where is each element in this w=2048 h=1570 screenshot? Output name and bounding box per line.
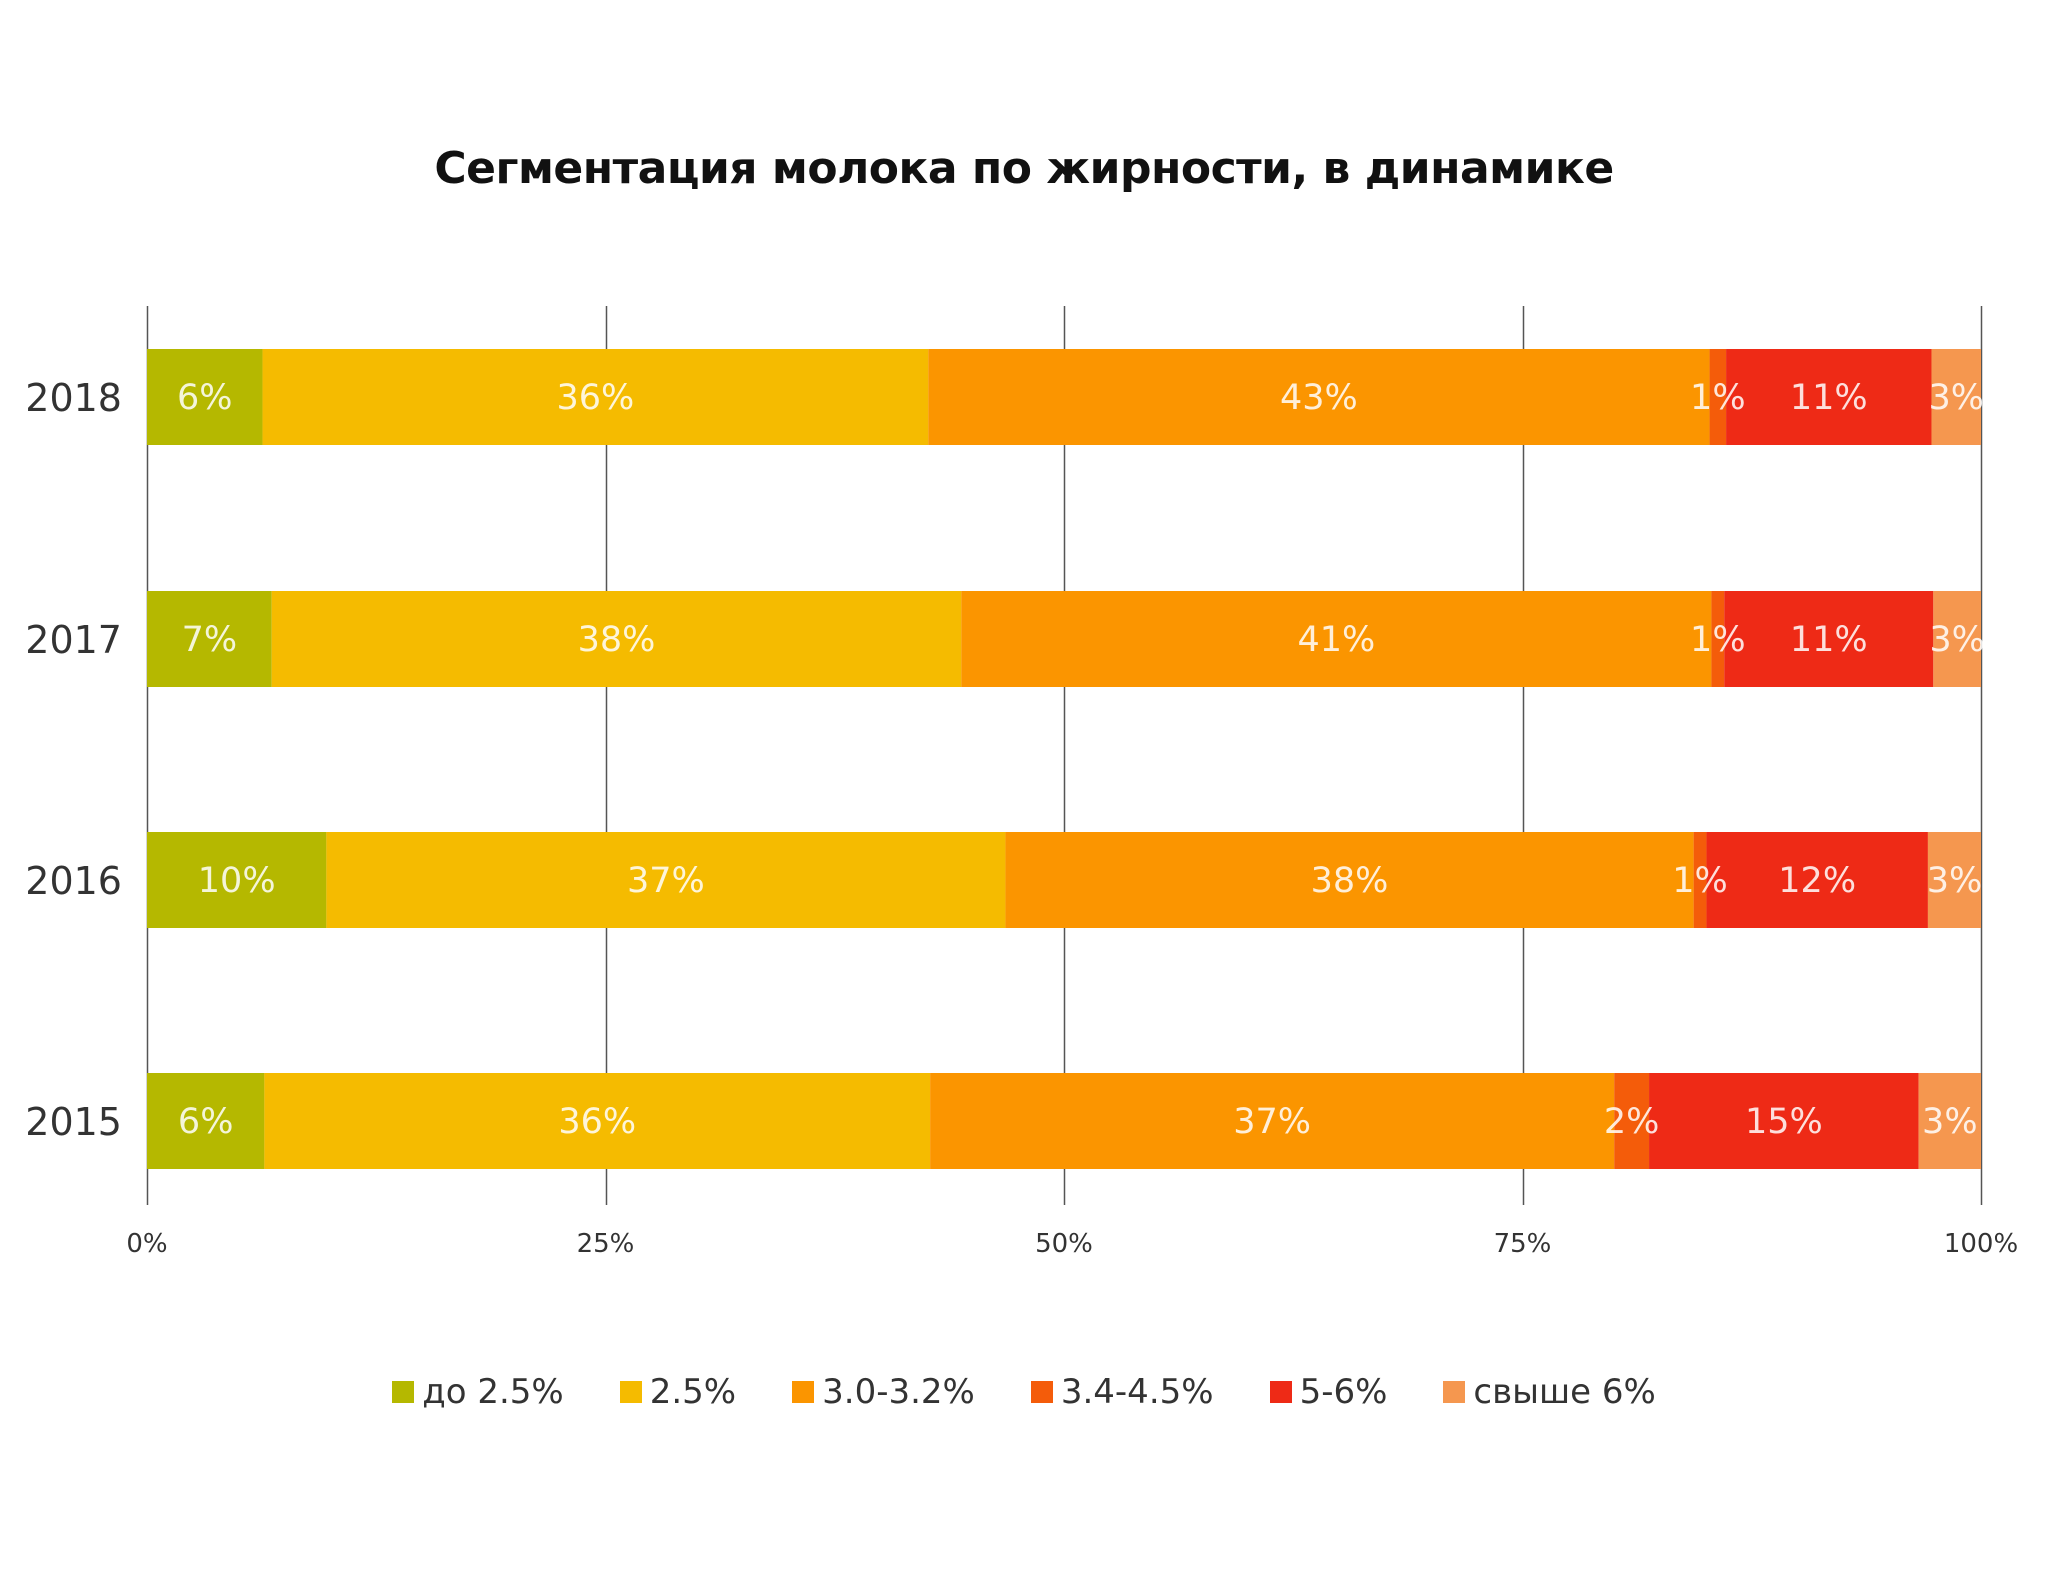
legend-label: 2.5%: [649, 1372, 737, 1412]
segment-label: 15%: [1745, 1102, 1823, 1142]
legend-swatch: [1269, 1381, 1292, 1403]
category-labels: 2018 2017 2016 2015: [25, 376, 122, 1144]
bar-segment: [1614, 1073, 1650, 1169]
category-label: 2015: [25, 1100, 122, 1144]
bar-segment: [1726, 349, 1932, 445]
bar-segment: [928, 349, 1710, 445]
legend-swatch: [1030, 1381, 1053, 1403]
tick-label: 100%: [1944, 1229, 2018, 1259]
category-label: 2016: [25, 859, 122, 903]
segment-label: 1%: [1690, 620, 1746, 660]
legend-item: 3.4-4.5%: [1030, 1372, 1214, 1412]
bar-segment: [147, 832, 327, 928]
bar-segment: [1706, 832, 1928, 928]
segment-label: 36%: [558, 1102, 636, 1142]
bars: [147, 349, 1981, 1169]
legend-item: 2.5%: [619, 1372, 737, 1412]
segment-label: 41%: [1297, 620, 1375, 660]
tick-label: 0%: [126, 1229, 167, 1259]
tick-labels: 0% 25% 50% 75% 100%: [126, 1229, 2018, 1259]
legend-label: 3.0-3.2%: [822, 1372, 975, 1412]
tick-label: 50%: [1035, 1229, 1093, 1259]
segment-label: 37%: [1233, 1102, 1311, 1142]
segment-label: 1%: [1672, 861, 1728, 901]
legend-item: свыше 6%: [1443, 1372, 1656, 1412]
legend-swatch: [619, 1381, 642, 1403]
bar-segment: [1927, 832, 1981, 928]
tick-label: 75%: [1494, 1229, 1552, 1259]
bar-segment: [147, 349, 263, 445]
segment-label: 11%: [1790, 378, 1868, 418]
bar-segment: [326, 832, 1006, 928]
segment-label: 3%: [1927, 861, 1983, 901]
tick-label: 25%: [577, 1229, 635, 1259]
bar-segment: [961, 591, 1712, 687]
segment-label: 12%: [1778, 861, 1856, 901]
segment-label: 10%: [198, 861, 276, 901]
segment-label: 43%: [1280, 378, 1358, 418]
segment-label: 38%: [578, 620, 656, 660]
legend-label: до 2.5%: [422, 1372, 564, 1412]
bar-segment: [1711, 591, 1725, 687]
segment-label: 11%: [1790, 620, 1868, 660]
category-label: 2017: [25, 618, 122, 662]
segment-label: 36%: [557, 378, 635, 418]
legend-label: 3.4-4.5%: [1060, 1372, 1214, 1412]
bar-segment: [1724, 591, 1934, 687]
chart-title: Сегментация молока по жирности, в динами…: [434, 143, 1614, 194]
legend-item: до 2.5%: [392, 1372, 564, 1412]
bar-segment: [147, 591, 272, 687]
bar-segment: [1649, 1073, 1919, 1169]
gridlines: [146, 306, 1983, 1205]
bar-segment: [262, 349, 929, 445]
bar-segment: [147, 1073, 265, 1169]
category-label: 2018: [25, 376, 122, 420]
bar-segment: [1933, 591, 1981, 687]
segment-label: 7%: [182, 620, 238, 660]
segment-label: 3%: [1928, 378, 1984, 418]
segment-label: 38%: [1311, 861, 1389, 901]
bar-segment: [1693, 832, 1707, 928]
legend-swatch: [1443, 1381, 1466, 1403]
segment-label: 1%: [1690, 378, 1746, 418]
legend-item: 3.0-3.2%: [792, 1372, 975, 1412]
segment-label: 37%: [627, 861, 705, 901]
segment-label: 3%: [1922, 1102, 1978, 1142]
legend-swatch: [392, 1381, 415, 1403]
bar-segment: [930, 1073, 1615, 1169]
segment-labels: 6% 36% 43% 1% 11% 3% 7% 38% 41% 1% 11% 3% 10% 37% 38% 1…: [177, 378, 1985, 1142]
bar-segment: [264, 1073, 931, 1169]
bar-segment: [1709, 349, 1727, 445]
legend: до 2.5% 2.5% 3.0-3.2% 3.4-4.5% 5-6% свыше 6%: [0, 1372, 2048, 1412]
legend-label: свыше 6%: [1473, 1372, 1656, 1412]
bar-segment: [271, 591, 962, 687]
bar-segment: [1918, 1073, 1981, 1169]
segment-label: 6%: [178, 1102, 234, 1142]
legend-swatch: [792, 1381, 815, 1403]
segment-label: 3%: [1929, 620, 1985, 660]
segment-label: 6%: [177, 378, 233, 418]
bar-segment: [1931, 349, 1981, 445]
bar-segment: [1005, 832, 1694, 928]
legend-label: 5-6%: [1299, 1372, 1388, 1412]
segment-label: 2%: [1604, 1102, 1660, 1142]
legend-item: 5-6%: [1269, 1372, 1388, 1412]
